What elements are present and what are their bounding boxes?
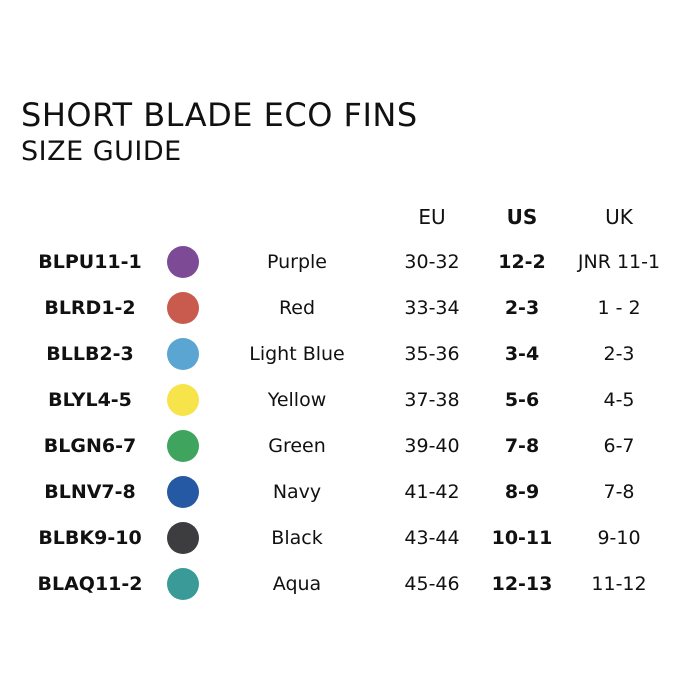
color-swatch-icon (167, 430, 199, 462)
color-name: Purple (266, 251, 328, 273)
size-us: 8-9 (504, 481, 540, 503)
color-name: Black (271, 527, 323, 549)
page-title: SHORT BLADE ECO FINS (21, 96, 418, 134)
product-code: BLGN6-7 (43, 435, 137, 457)
color-swatch-icon (167, 246, 199, 278)
size-us: 5-6 (504, 389, 540, 411)
header-eu: EU (418, 205, 446, 229)
color-swatch-icon (167, 338, 199, 370)
color-name: Navy (272, 481, 322, 503)
size-uk: 7-8 (603, 481, 635, 503)
size-eu: 45-46 (404, 573, 460, 595)
size-us: 10-11 (491, 527, 553, 549)
color-name: Yellow (267, 389, 327, 411)
size-us: 12-13 (491, 573, 553, 595)
size-uk: 6-7 (603, 435, 635, 457)
color-swatch-icon (167, 476, 199, 508)
size-eu: 39-40 (404, 435, 460, 457)
header-us: US (506, 205, 538, 229)
size-us: 2-3 (504, 297, 540, 319)
product-code: BLLB2-3 (46, 343, 134, 365)
size-eu: 43-44 (404, 527, 460, 549)
color-swatch-icon (167, 568, 199, 600)
product-code: BLRD1-2 (44, 297, 136, 319)
size-uk: 11-12 (591, 573, 647, 595)
color-name: Green (268, 435, 326, 457)
size-us: 3-4 (504, 343, 540, 365)
product-code: BLPU11-1 (38, 251, 142, 273)
color-swatch-icon (167, 522, 199, 554)
size-eu: 33-34 (404, 297, 460, 319)
product-code: BLYL4-5 (48, 389, 132, 411)
size-eu: 35-36 (404, 343, 460, 365)
size-us: 12-2 (498, 251, 546, 273)
size-us: 7-8 (504, 435, 540, 457)
size-uk: 9-10 (597, 527, 641, 549)
size-eu: 37-38 (404, 389, 460, 411)
product-code: BLNV7-8 (44, 481, 136, 503)
page-subtitle: SIZE GUIDE (21, 136, 182, 167)
size-eu: 41-42 (404, 481, 460, 503)
color-name: Aqua (272, 573, 322, 595)
product-code: BLBK9-10 (38, 527, 142, 549)
size-uk: 2-3 (603, 343, 635, 365)
color-name: Red (278, 297, 316, 319)
header-uk: UK (605, 205, 633, 229)
size-eu: 30-32 (404, 251, 460, 273)
product-code: BLAQ11-2 (37, 573, 143, 595)
size-uk: 4-5 (603, 389, 635, 411)
size-uk: 1 - 2 (597, 297, 641, 319)
size-uk: JNR 11-1 (577, 251, 661, 273)
color-name: Light Blue (249, 343, 345, 365)
color-swatch-icon (167, 292, 199, 324)
color-swatch-icon (167, 384, 199, 416)
